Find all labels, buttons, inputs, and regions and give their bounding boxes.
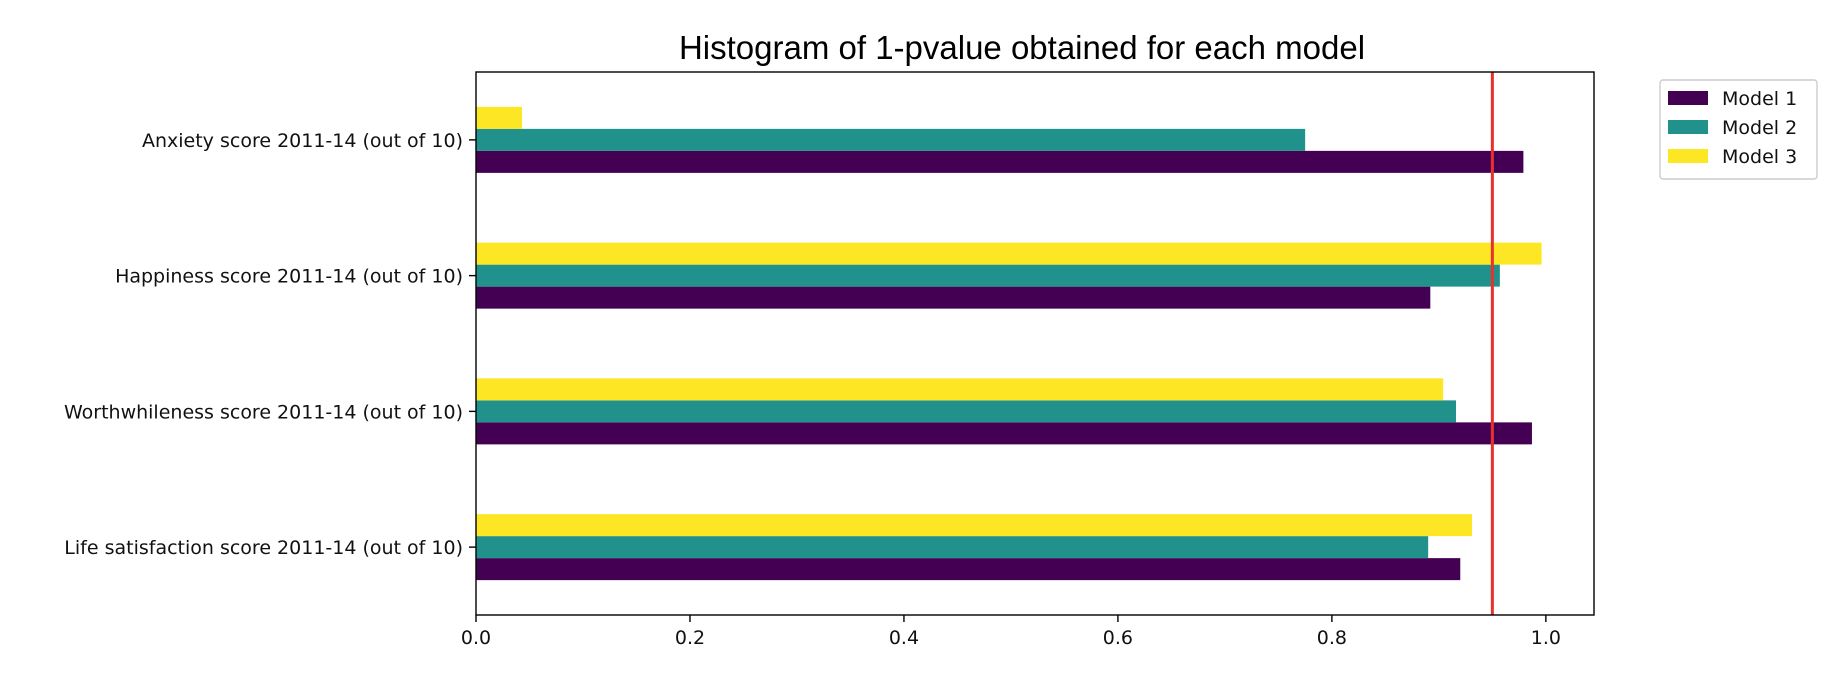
bar-model-3-happiness-score-2011-14-out-of-10	[476, 242, 1542, 265]
bar-model-1-happiness-score-2011-14-out-of-10	[476, 286, 1431, 309]
x-tick-label: 0.0	[461, 627, 491, 649]
bar-model-2-worthwhileness-score-2011-14-out-of-10	[476, 400, 1456, 423]
legend-label-model-1: Model 1	[1722, 88, 1797, 110]
legend-swatch-model-3	[1668, 149, 1708, 163]
bar-model-2-life-satisfaction-score-2011-14-out-of-10	[476, 536, 1429, 559]
bar-model-2-happiness-score-2011-14-out-of-10	[476, 264, 1500, 287]
x-tick-label: 0.2	[675, 627, 705, 649]
x-axis: 0.0 0.2 0.4 0.6 0.8 1.0	[461, 615, 1561, 649]
bar-model-3-anxiety-score-2011-14-out-of-10	[476, 106, 523, 129]
bar-model-1-life-satisfaction-score-2011-14-out-of-10	[476, 558, 1461, 581]
y-axis: Life satisfaction score 2011-14 (out of …	[64, 130, 476, 559]
x-tick-label: 0.6	[1103, 627, 1133, 649]
y-category-label: Happiness score 2011-14 (out of 10)	[115, 266, 463, 288]
legend-swatch-model-2	[1668, 120, 1708, 134]
bar-model-2-anxiety-score-2011-14-out-of-10	[476, 128, 1306, 151]
bar-model-1-worthwhileness-score-2011-14-out-of-10	[476, 422, 1532, 445]
bars-layer	[476, 106, 1542, 581]
bar-model-3-life-satisfaction-score-2011-14-out-of-10	[476, 514, 1473, 537]
legend-label-model-3: Model 3	[1722, 146, 1797, 168]
x-tick-label: 0.4	[889, 627, 919, 649]
x-tick-label: 0.8	[1317, 627, 1347, 649]
y-category-label: Life satisfaction score 2011-14 (out of …	[64, 537, 463, 559]
legend-label-model-2: Model 2	[1722, 117, 1797, 139]
bar-model-1-anxiety-score-2011-14-out-of-10	[476, 150, 1524, 173]
bar-model-3-worthwhileness-score-2011-14-out-of-10	[476, 378, 1444, 401]
legend: Model 1 Model 2 Model 3	[1659, 79, 1818, 180]
chart-title: Histogram of 1-pvalue obtained for each …	[679, 29, 1365, 66]
legend-swatch-model-1	[1668, 91, 1708, 105]
y-category-label: Anxiety score 2011-14 (out of 10)	[142, 130, 463, 152]
plot-frame	[475, 71, 1595, 616]
x-tick-label: 1.0	[1531, 627, 1561, 649]
y-category-label: Worthwhileness score 2011-14 (out of 10)	[64, 401, 463, 423]
